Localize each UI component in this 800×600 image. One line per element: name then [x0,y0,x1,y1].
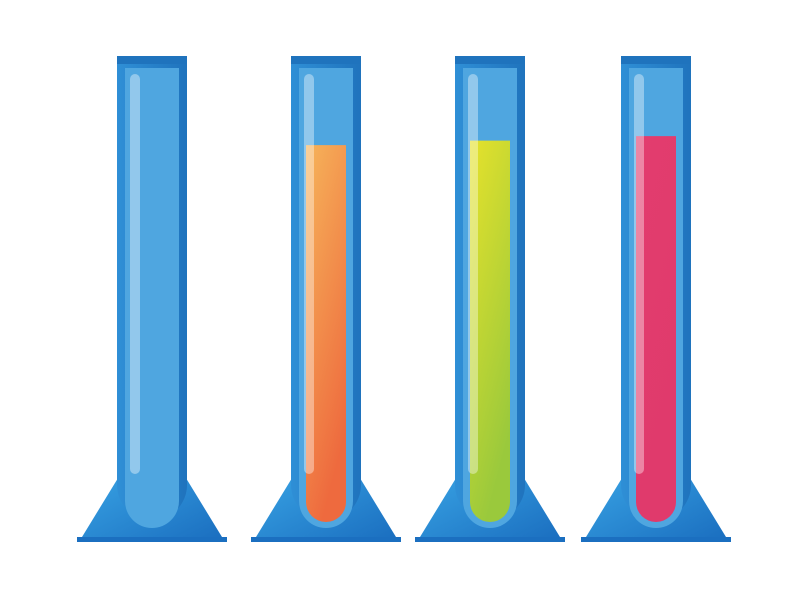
cylinder-liquid [306,145,346,522]
cylinder-liquid [470,140,510,522]
cylinder-highlight [130,74,140,474]
cylinder-liquid [636,136,676,522]
cylinder-rim [117,56,187,64]
cylinder-base-foot [251,537,401,542]
orange-liquid-cylinder [251,56,401,542]
empty-cylinder [77,56,227,542]
cylinder-highlight [468,74,478,474]
cylinder-base-foot [581,537,731,542]
yellow-green-liquid-cylinder [415,56,565,542]
cylinder-highlight [304,74,314,474]
cylinder-base-foot [415,537,565,542]
cylinder-rim [455,56,525,64]
cylinders-group [77,56,731,542]
cylinder-rim [621,56,691,64]
cylinder-rim [291,56,361,64]
cylinder-highlight [634,74,644,474]
cylinder-base-foot [77,537,227,542]
cylinder-inner-glass [125,68,179,528]
pink-liquid-cylinder [581,56,731,542]
